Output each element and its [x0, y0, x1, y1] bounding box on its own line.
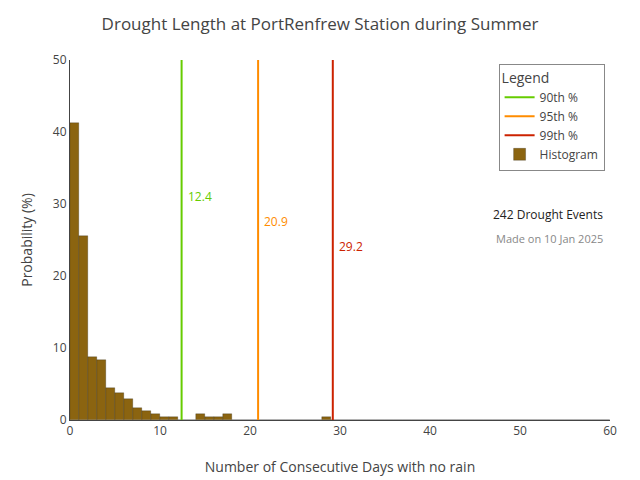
svg-text:0: 0: [67, 422, 74, 439]
svg-text:90th %: 90th %: [540, 89, 578, 106]
svg-text:30: 30: [333, 422, 347, 439]
svg-text:50: 50: [53, 51, 67, 68]
svg-text:50: 50: [513, 422, 527, 439]
svg-text:Drought Length at PortRenfrew: Drought Length at PortRenfrew Station du…: [102, 12, 539, 35]
svg-text:20.9: 20.9: [264, 213, 288, 230]
svg-text:Legend: Legend: [502, 68, 550, 87]
svg-text:0: 0: [60, 411, 67, 428]
svg-text:99th %: 99th %: [540, 127, 578, 144]
svg-text:30: 30: [53, 195, 67, 212]
svg-text:29.2: 29.2: [339, 238, 363, 255]
svg-text:10: 10: [53, 339, 67, 356]
svg-text:10: 10: [153, 422, 167, 439]
svg-text:60: 60: [603, 422, 617, 439]
svg-text:20: 20: [243, 422, 257, 439]
svg-text:Probability (%): Probability (%): [17, 193, 36, 287]
svg-text:Made on 10 Jan 2025: Made on 10 Jan 2025: [496, 231, 603, 246]
svg-text:Number of Consecutive Days wit: Number of Consecutive Days with no rain: [205, 457, 475, 476]
svg-text:95th %: 95th %: [540, 108, 578, 125]
svg-text:20: 20: [53, 267, 67, 284]
svg-text:40: 40: [53, 123, 67, 140]
svg-text:12.4: 12.4: [188, 188, 212, 205]
svg-text:40: 40: [423, 422, 437, 439]
svg-text:Histogram: Histogram: [540, 146, 598, 163]
svg-text:242 Drought Events: 242 Drought Events: [493, 206, 603, 223]
